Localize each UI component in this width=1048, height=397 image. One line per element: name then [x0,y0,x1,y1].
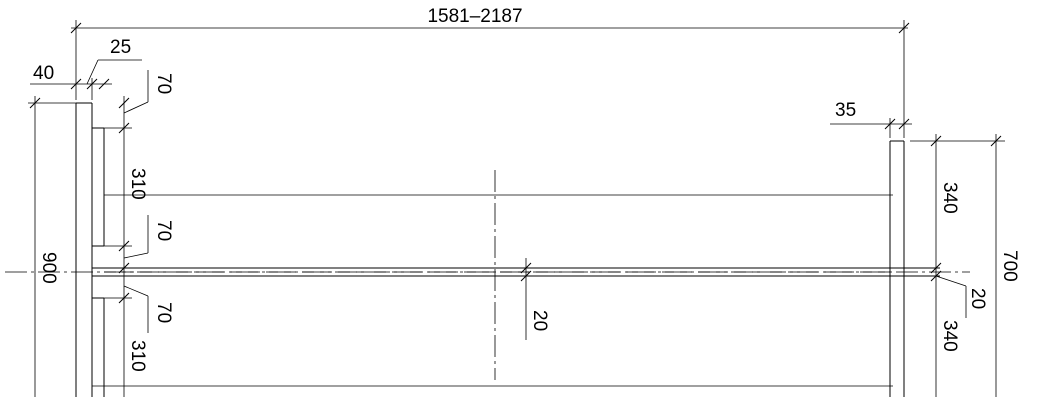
center-rail-dim [520,258,532,340]
overall-length-label: 1581–2187 [427,6,522,27]
right-chain-dims [910,134,1005,397]
top-gap-left-label: 70 [153,73,174,94]
left-post-width-label: 40 [33,63,54,84]
right-post-width-label: 35 [835,100,856,121]
rail-gap-left-label: 70 [153,302,174,323]
left-offset-label: 25 [110,37,131,58]
left-chain-dims [104,70,149,397]
left-upper-panel [92,127,105,247]
upper-panel-height-label: 310 [127,168,148,200]
lower-panel-height-label: 310 [127,340,148,372]
left-height-dim [28,96,78,397]
overall-dimension-line [70,20,910,138]
left-top-dims [30,59,142,100]
right-rail-label: 20 [967,288,988,309]
left-lower-panel [92,297,105,397]
right-post [889,140,905,397]
right-upper-label: 340 [939,182,960,214]
center-rail-label: 20 [529,310,550,331]
mid-gap-left-label: 70 [153,220,174,241]
right-height-label: 700 [999,250,1020,282]
left-height-label: 900 [38,252,59,284]
left-post [75,102,93,397]
right-lower-label: 340 [939,320,960,352]
right-post-width-dim [830,118,912,138]
right-height-dim [990,134,1002,397]
